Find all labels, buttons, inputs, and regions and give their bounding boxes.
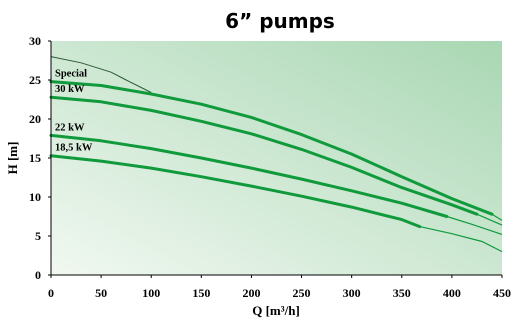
y-tick-label: 30 [29,34,41,48]
y-axis-label: H [m] [5,142,20,175]
y-tick-label: 25 [29,73,41,87]
y-tick-labels: 0 5 10 15 20 25 30 [29,34,51,282]
series-labels: Special 30 kW 22 kW 18,5 kW [55,69,93,154]
x-tick-labels: 0 50 100 150 200 250 300 350 400 450 [48,275,511,300]
y-tick-label: 0 [35,268,41,282]
curve-18-5-kw [49,154,422,229]
curve-special [49,80,494,216]
y-tick-label: 5 [35,229,41,243]
curve-special-extension [491,213,503,221]
curve-22-kw-extension [446,215,503,235]
series-label-special: Special [55,69,87,80]
envelope-curve [50,56,152,93]
x-tick-label: 200 [242,286,260,300]
x-tick-label: 300 [343,286,361,300]
x-tick-label: 50 [95,286,107,300]
series-label-18-5-kw: 18,5 kW [55,143,93,154]
envelope-layer [50,56,152,93]
curve-30-kw [49,95,479,216]
curves-layer [49,80,503,253]
series-label-30-kw: 30 kW [55,84,85,95]
x-tick-label: 350 [393,286,411,300]
x-tick-label: 100 [142,286,160,300]
x-tick-label: 450 [493,286,511,300]
x-axis-label: Q [m³/h] [252,303,300,318]
curve-22-kw [49,133,449,218]
y-tick-label: 10 [29,190,41,204]
x-tick-label: 250 [293,286,311,300]
series-label-22-kw: 22 kW [55,122,85,133]
x-tick-label: 400 [443,286,461,300]
x-tick-label: 150 [192,286,210,300]
chart-title: 6” pumps [225,9,335,33]
curve-18-5-kw-extension [419,226,503,253]
x-tick-label: 0 [48,286,54,300]
curve-30-kw-extension [476,213,503,226]
y-tick-label: 20 [29,112,41,126]
y-tick-label: 15 [29,151,41,165]
